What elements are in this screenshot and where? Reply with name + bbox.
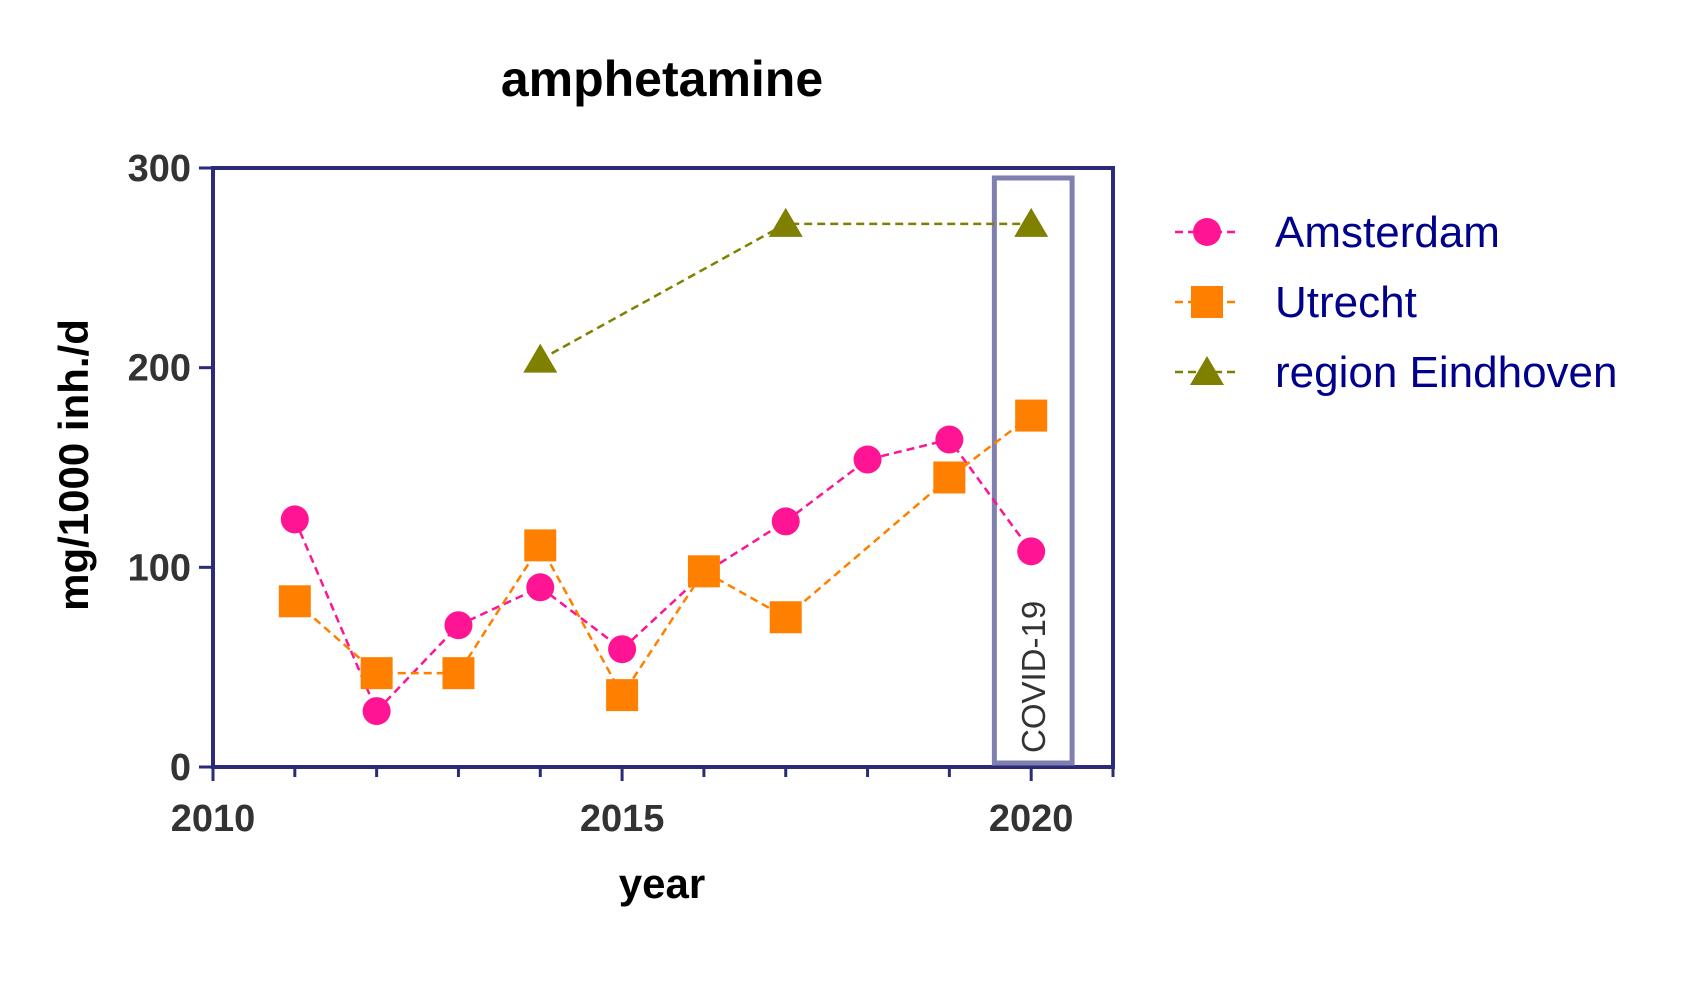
data-point: [444, 611, 473, 640]
data-point: [1017, 537, 1046, 566]
x-tick-label: 2010: [171, 798, 256, 840]
legend-marker: [1190, 356, 1224, 385]
data-point: [935, 425, 964, 454]
data-point: [526, 573, 555, 602]
legend-item: Utrecht: [1175, 278, 1417, 327]
data-point: [280, 505, 309, 534]
data-point: [1015, 399, 1048, 432]
data-point: [523, 343, 558, 373]
series-line: [293, 438, 1033, 714]
legend: Amsterdam Utrecht region Eindhoven: [1175, 208, 1617, 397]
data-point: [442, 657, 475, 690]
y-tick-label: 300: [128, 148, 191, 190]
annotation-layer: COVID-19: [991, 175, 1075, 766]
legend-label: region Eindhoven: [1275, 348, 1617, 397]
series-amsterdam: [280, 425, 1046, 726]
data-point: [1014, 207, 1049, 237]
legend-label: Utrecht: [1275, 278, 1417, 327]
data-point: [608, 635, 637, 664]
data-point: [853, 445, 882, 474]
x-tick-label: 2015: [580, 798, 665, 840]
chart-title: amphetamine: [501, 51, 823, 107]
data-point: [524, 529, 557, 562]
annotation-label: COVID-19: [1015, 601, 1052, 753]
x-tick-label: 2020: [989, 798, 1074, 840]
data-point: [278, 585, 311, 618]
data-point: [768, 207, 803, 237]
data-point: [362, 697, 391, 726]
x-axis: 2010 2015 2020: [171, 767, 1115, 840]
y-tick-label: 0: [170, 747, 191, 789]
y-tick-label: 200: [128, 348, 191, 390]
data-point: [769, 601, 802, 634]
legend-item: Amsterdam: [1175, 208, 1500, 257]
plot-border: [211, 166, 1115, 769]
legend-marker: [1193, 218, 1221, 246]
data-point: [360, 657, 393, 690]
legend-marker: [1191, 286, 1223, 318]
data-point: [933, 461, 966, 494]
annotation-box: [991, 175, 1075, 766]
legend-label: Amsterdam: [1275, 208, 1500, 257]
x-axis-title: year: [619, 860, 705, 907]
legend-item: region Eindhoven: [1175, 348, 1617, 397]
series-layer: [278, 207, 1049, 726]
data-point: [771, 507, 800, 536]
y-axis-title: mg/1000 inh./d: [50, 319, 97, 611]
series-utrecht: [278, 399, 1048, 712]
series-line: [293, 414, 1032, 698]
y-axis: 0 100 200 300: [128, 148, 213, 789]
data-point: [687, 555, 720, 588]
data-point: [606, 679, 639, 712]
y-tick-label: 100: [128, 547, 191, 589]
series-region-eindhoven: [523, 207, 1049, 373]
plot-frame: [211, 166, 1115, 769]
series-line: [539, 222, 1032, 361]
